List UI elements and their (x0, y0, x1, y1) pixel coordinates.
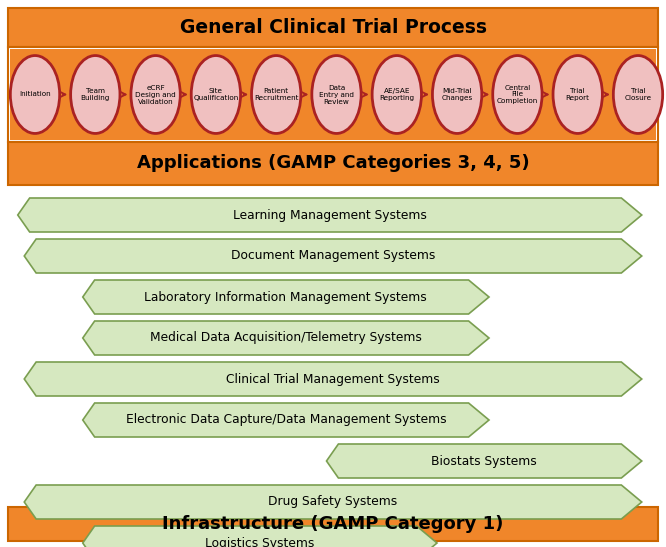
Text: Learning Management Systems: Learning Management Systems (233, 208, 427, 222)
Text: Data
Entry and
Review: Data Entry and Review (319, 84, 354, 104)
Text: AE/SAE
Reporting: AE/SAE Reporting (379, 88, 414, 101)
Polygon shape (83, 280, 489, 314)
Ellipse shape (613, 56, 663, 133)
Polygon shape (24, 362, 642, 396)
Bar (8, 8, 658, 47)
Text: Central
File
Completion: Central File Completion (497, 84, 538, 104)
Text: Applications (GAMP Categories 3, 4, 5): Applications (GAMP Categories 3, 4, 5) (137, 154, 529, 172)
Text: Biostats Systems: Biostats Systems (432, 455, 537, 468)
Text: Initiation: Initiation (19, 91, 51, 97)
Text: General Clinical Trial Process: General Clinical Trial Process (180, 18, 486, 37)
Polygon shape (83, 403, 489, 437)
Polygon shape (24, 485, 642, 519)
Text: Document Management Systems: Document Management Systems (231, 249, 435, 263)
Bar (8, 507, 658, 541)
Text: Team
Building: Team Building (81, 88, 110, 101)
Polygon shape (326, 444, 642, 478)
Bar (8, 47, 658, 142)
Ellipse shape (312, 56, 361, 133)
Ellipse shape (372, 56, 422, 133)
Bar (8, 142, 658, 185)
Polygon shape (83, 321, 489, 355)
Text: Mid-Trial
Changes: Mid-Trial Changes (442, 88, 473, 101)
Ellipse shape (131, 56, 180, 133)
Ellipse shape (191, 56, 240, 133)
Text: Site
Qualification: Site Qualification (193, 88, 238, 101)
Ellipse shape (493, 56, 542, 133)
Ellipse shape (432, 56, 482, 133)
Ellipse shape (553, 56, 602, 133)
Bar (10, 49, 656, 140)
Text: Clinical Trial Management Systems: Clinical Trial Management Systems (226, 373, 440, 386)
Text: Trial
Report: Trial Report (565, 88, 589, 101)
Ellipse shape (71, 56, 120, 133)
Text: eCRF
Design and
Validation: eCRF Design and Validation (135, 84, 176, 104)
Text: Patient
Recruitment: Patient Recruitment (254, 88, 298, 101)
Text: Logistics Systems: Logistics Systems (205, 537, 314, 547)
Text: Drug Safety Systems: Drug Safety Systems (268, 496, 398, 509)
Text: Trial
Closure: Trial Closure (625, 88, 651, 101)
Text: Laboratory Information Management Systems: Laboratory Information Management System… (145, 290, 428, 304)
Polygon shape (18, 198, 642, 232)
Polygon shape (24, 239, 642, 273)
Text: Infrastructure (GAMP Category 1): Infrastructure (GAMP Category 1) (163, 515, 503, 533)
Ellipse shape (11, 56, 60, 133)
Text: Electronic Data Capture/Data Management Systems: Electronic Data Capture/Data Management … (126, 414, 446, 427)
Text: Medical Data Acquisition/Telemetry Systems: Medical Data Acquisition/Telemetry Syste… (150, 331, 422, 345)
Polygon shape (83, 526, 437, 547)
Ellipse shape (252, 56, 301, 133)
